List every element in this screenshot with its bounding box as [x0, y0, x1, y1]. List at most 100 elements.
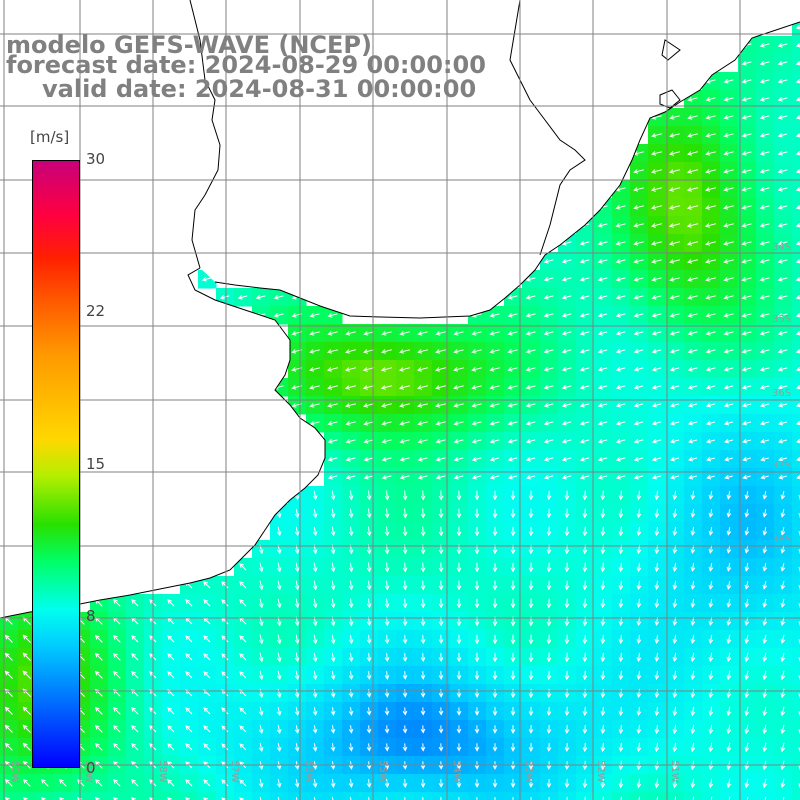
wind-arrow — [203, 725, 211, 733]
wind-arrow — [546, 652, 552, 663]
wind-cell — [324, 792, 343, 800]
wind-arrow — [381, 403, 393, 408]
wind-arrow — [309, 385, 320, 390]
wind-arrow — [615, 313, 626, 318]
wind-arrow — [669, 133, 680, 138]
wind-arrow — [672, 580, 678, 591]
wind-arrow — [764, 796, 767, 800]
wind-arrow — [456, 707, 462, 716]
wind-arrow — [131, 743, 139, 751]
wind-arrow — [494, 797, 496, 800]
wind-arrow — [525, 474, 536, 480]
wind-arrow — [618, 634, 624, 645]
wind-arrow — [528, 670, 534, 681]
wind-arrow — [453, 475, 464, 480]
wind-arrow — [672, 562, 678, 573]
wind-arrow — [453, 349, 464, 354]
wind-arrow — [651, 366, 662, 372]
wind-arrow — [399, 403, 411, 408]
wind-arrow — [687, 331, 698, 336]
wind-arrow — [185, 599, 193, 607]
wind-arrow — [741, 61, 752, 66]
wind-arrow — [435, 457, 446, 462]
wind-arrow — [669, 151, 681, 156]
wind-arrow — [708, 706, 714, 717]
wind-arrow — [564, 580, 570, 591]
wind-arrow — [579, 438, 590, 444]
wind-arrow — [471, 349, 482, 354]
wind-arrow — [723, 169, 734, 174]
wind-arrow — [741, 169, 752, 174]
wind-arrow — [258, 580, 264, 591]
wind-cell — [666, 792, 685, 800]
wind-arrow — [312, 490, 318, 501]
wind-cell — [468, 792, 487, 800]
wind-arrow — [327, 421, 338, 426]
wind-arrow — [474, 779, 480, 788]
wind-arrow — [633, 169, 644, 174]
wind-arrow — [759, 259, 770, 264]
wind-arrow — [420, 725, 426, 734]
wind-arrow — [582, 706, 588, 717]
wind-arrow — [759, 133, 770, 138]
wind-arrow — [579, 421, 590, 426]
wind-arrow — [381, 457, 392, 462]
wind-arrow — [723, 384, 734, 390]
wind-arrow — [687, 402, 698, 408]
wind-arrow — [492, 490, 498, 501]
wind-arrow — [438, 598, 444, 609]
wind-arrow — [344, 385, 357, 390]
wind-arrow — [398, 385, 411, 390]
wind-arrow — [633, 313, 644, 318]
wind-arrow — [651, 169, 663, 174]
wind-arrow — [239, 581, 247, 589]
wind-arrow — [726, 563, 732, 572]
wind-arrow — [777, 223, 788, 228]
wind-arrow — [618, 778, 624, 789]
wind-arrow — [456, 652, 462, 663]
wind-arrow — [777, 79, 788, 84]
wind-arrow — [726, 509, 732, 518]
wind-arrow — [705, 349, 716, 354]
wind-arrow — [258, 670, 264, 681]
wind-arrow — [690, 563, 696, 572]
wind-arrow — [203, 779, 211, 787]
wind-arrow — [706, 474, 715, 480]
wind-arrow — [438, 725, 444, 734]
wind-arrow — [582, 724, 588, 735]
latitude-label: 37S — [772, 460, 791, 471]
wind-arrow — [384, 508, 390, 519]
wind-arrow — [561, 456, 572, 462]
wind-arrow — [760, 456, 769, 462]
wind-arrow — [760, 438, 770, 444]
wind-arrow — [780, 706, 786, 717]
wind-arrow — [579, 367, 590, 372]
longitude-label: 53W — [523, 760, 534, 783]
wind-arrow — [651, 384, 662, 390]
wind-arrow — [795, 43, 800, 48]
wind-arrow — [723, 259, 734, 264]
wind-arrow — [420, 707, 426, 716]
wind-arrow — [672, 778, 678, 789]
wind-arrow — [312, 562, 318, 573]
wind-arrow — [492, 598, 498, 609]
wind-arrow — [723, 241, 734, 246]
wind-arrow — [724, 456, 733, 462]
wind-arrow — [633, 402, 644, 408]
wind-arrow — [474, 707, 480, 716]
wind-arrow — [687, 349, 698, 354]
wind-arrow — [474, 490, 480, 501]
wind-arrow — [686, 241, 699, 246]
wind-arrow — [507, 403, 518, 408]
wind-arrow — [706, 456, 716, 462]
wind-arrow — [384, 490, 390, 501]
wind-arrow — [795, 187, 800, 192]
wind-arrow — [759, 115, 770, 120]
wind-arrow — [672, 688, 678, 699]
wind-arrow — [185, 797, 190, 800]
wind-arrow — [366, 743, 372, 752]
wind-cell — [792, 72, 800, 91]
wind-arrow — [618, 490, 624, 501]
wind-arrow — [435, 439, 446, 444]
